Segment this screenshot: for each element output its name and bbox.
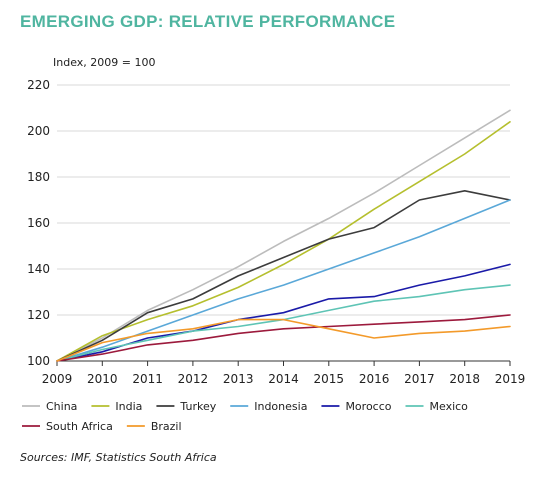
x-tick-label: 2011 bbox=[132, 372, 163, 386]
x-tick-label: 2010 bbox=[87, 372, 118, 386]
series-line-china bbox=[56, 109, 511, 362]
x-tick-label: 2016 bbox=[359, 372, 390, 386]
x-tick-label: 2015 bbox=[314, 372, 345, 386]
legend-label: Brazil bbox=[151, 420, 182, 433]
legend-label: South Africa bbox=[46, 420, 113, 433]
series-line-brazil bbox=[56, 318, 511, 362]
y-axis-label: Index, 2009 = 100 bbox=[53, 56, 155, 69]
series-line-turkey bbox=[56, 190, 511, 362]
y-tick-label: 100 bbox=[27, 354, 50, 368]
legend-label: Morocco bbox=[345, 400, 391, 413]
y-tick-label: 140 bbox=[27, 262, 50, 276]
axes: Index, 2009 = 100 100 120 140 160 180 200 220 20… bbox=[27, 56, 525, 386]
y-tick-label: 180 bbox=[27, 170, 50, 184]
series-line-india bbox=[56, 121, 511, 362]
legend-label: Turkey bbox=[179, 400, 216, 413]
source-note: Sources: IMF, Statistics South Africa bbox=[20, 451, 217, 464]
x-tick-label: 2013 bbox=[223, 372, 254, 386]
legend-label: China bbox=[46, 400, 77, 413]
y-tick-label: 220 bbox=[27, 78, 50, 92]
x-tick-label: 2009 bbox=[42, 372, 73, 386]
y-tick-label: 120 bbox=[27, 308, 50, 322]
series-line-south-africa bbox=[56, 314, 511, 362]
legend: China India Turkey Indonesia Morocco Mexico So… bbox=[22, 400, 468, 433]
chart-title: EMERGING GDP: RELATIVE PERFORMANCE bbox=[20, 12, 396, 31]
legend-label: Indonesia bbox=[254, 400, 307, 413]
x-tick-label: 2019 bbox=[495, 372, 526, 386]
y-tick-label: 200 bbox=[27, 124, 50, 138]
legend-label: India bbox=[115, 400, 142, 413]
x-tick-label: 2014 bbox=[268, 372, 299, 386]
series-lines bbox=[56, 109, 511, 362]
x-tick-label: 2018 bbox=[449, 372, 480, 386]
y-tick-label: 160 bbox=[27, 216, 50, 230]
gridlines bbox=[57, 84, 510, 316]
x-tick-label: 2012 bbox=[178, 372, 209, 386]
series-line-morocco bbox=[56, 263, 511, 362]
x-tick-label: 2017 bbox=[404, 372, 435, 386]
legend-label: Mexico bbox=[430, 400, 469, 413]
